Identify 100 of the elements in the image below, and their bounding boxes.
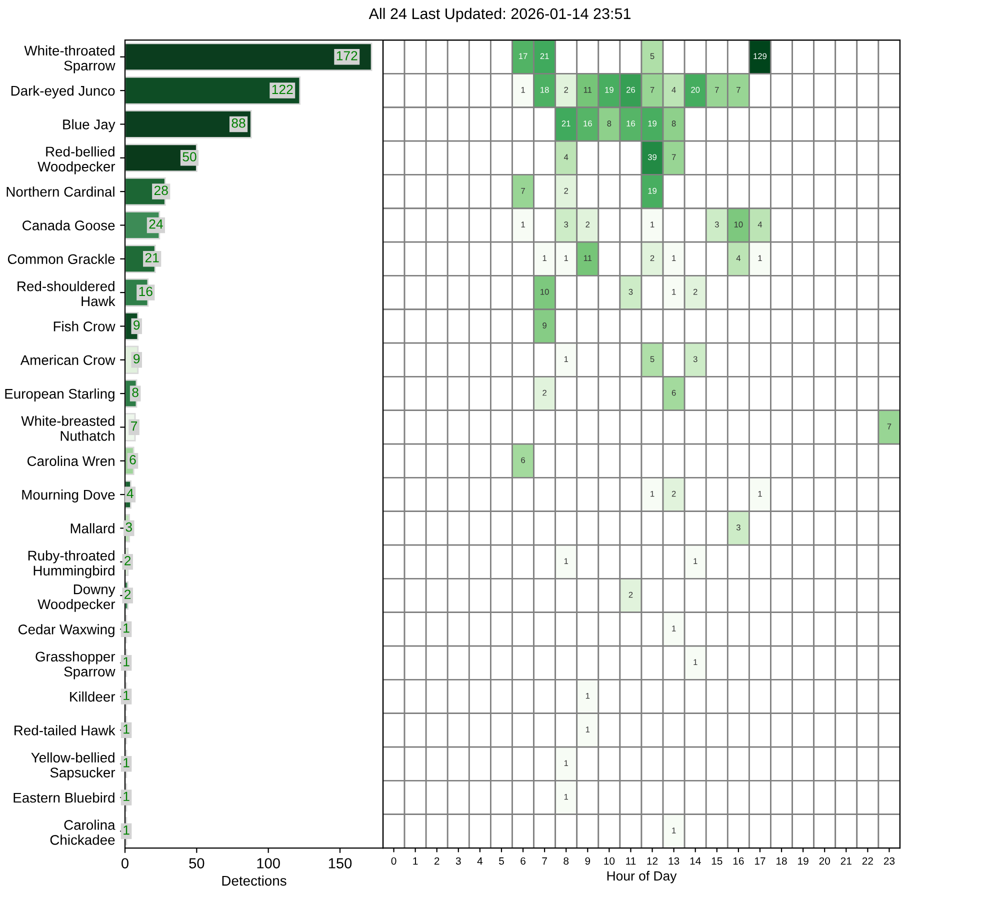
x-tick-label: 20: [819, 857, 830, 865]
data-label: 3: [714, 222, 719, 228]
data-label: 2: [693, 288, 698, 295]
data-label: 16: [584, 120, 592, 126]
data-label: 16: [626, 120, 635, 126]
data-label: 9: [542, 322, 546, 328]
data-label: 8: [607, 120, 612, 126]
data-label: 16: [139, 286, 152, 296]
data-label: 1: [124, 758, 130, 768]
x-tick-label: 15: [712, 857, 722, 865]
data-label: 8: [672, 120, 676, 126]
data-label: 39: [648, 154, 657, 160]
data-label: 4: [736, 255, 741, 262]
data-label: 7: [672, 154, 676, 160]
data-label: 19: [648, 188, 657, 194]
y-tick-label: Downy Woodpecker: [38, 584, 116, 612]
chart-title: All 24 Last Updated: 2026-01-14 23:51: [368, 8, 630, 22]
data-label: 6: [672, 390, 676, 396]
data-label: 1: [124, 826, 130, 835]
data-label: 8: [132, 388, 138, 398]
x-tick-label: 9: [585, 857, 590, 865]
data-label: 50: [182, 152, 196, 162]
x-tick-label: 17: [754, 857, 766, 865]
data-label: 1: [564, 558, 568, 564]
data-label: 24: [149, 219, 163, 229]
data-label: 1: [124, 624, 130, 633]
y-tick-label: Northern Cardinal: [6, 186, 114, 197]
data-label: 1: [758, 490, 762, 497]
y-tick-label: Cedar Waxwing: [18, 624, 114, 638]
y-tick-label: Killdeer: [70, 691, 116, 702]
data-label: 1: [650, 490, 654, 497]
data-label: 1: [672, 828, 676, 834]
data-label: 21: [562, 120, 570, 126]
data-label: 11: [584, 86, 592, 93]
x-tick-label: 1: [413, 857, 418, 865]
data-label: 1: [124, 657, 130, 666]
data-label: 1: [124, 724, 130, 734]
y-tick-label: White-breasted Nuthatch: [21, 416, 114, 441]
data-label: 7: [131, 422, 138, 431]
x-tick-label: 12: [647, 857, 658, 865]
x-axis-title: Detections: [222, 876, 286, 886]
data-label: 1: [521, 86, 525, 93]
x-tick-label: 16: [733, 857, 744, 865]
y-tick-label: Common Grackle: [8, 254, 115, 264]
x-tick-label: 23: [884, 857, 895, 865]
data-label: 129: [754, 53, 767, 60]
data-label: 2: [586, 222, 590, 228]
x-tick-label: 5: [499, 857, 504, 865]
data-label: 1: [564, 794, 568, 800]
x-tick-label: 10: [604, 857, 615, 865]
data-label: 19: [605, 86, 614, 93]
data-label: 5: [650, 53, 654, 60]
data-label: 18: [540, 86, 549, 93]
y-tick-label: Carolina Chickadee: [50, 820, 116, 845]
data-label: 2: [672, 490, 676, 497]
data-label: 2: [124, 556, 131, 566]
data-label: 1: [564, 356, 568, 362]
data-label: 7: [650, 86, 654, 93]
data-label: 28: [154, 186, 168, 196]
data-label: 5: [650, 356, 654, 362]
y-tick-label: Grasshopper Sparrow: [36, 651, 116, 680]
y-tick-label: Mourning Dove: [22, 489, 115, 502]
data-label: 6: [521, 457, 525, 464]
data-label: 1: [124, 792, 130, 801]
y-tick-label: Ruby-throated Hummingbird: [28, 550, 114, 578]
data-label: 17: [519, 53, 528, 60]
x-tick-label: 100: [257, 858, 280, 868]
data-label: 4: [564, 154, 568, 160]
data-label: 2: [650, 255, 654, 262]
data-label: 7: [736, 86, 740, 93]
y-tick-label: Eastern Bluebird: [14, 792, 114, 803]
y-tick-label: Dark-eyed Junco: [11, 86, 115, 98]
data-label: 11: [584, 255, 592, 262]
data-label: 1: [124, 690, 130, 700]
x-tick-label: 3: [456, 857, 461, 865]
data-label: 1: [650, 222, 654, 228]
data-label: 7: [887, 424, 892, 430]
data-label: 1: [564, 255, 568, 262]
y-tick-label: Blue Jay: [63, 119, 116, 132]
data-label: 1: [586, 726, 590, 732]
y-tick-label: Fish Crow: [54, 321, 116, 332]
y-tick-label: Red-bellied Woodpecker: [38, 146, 116, 174]
data-label: 3: [628, 288, 633, 295]
x-tick-label: 50: [189, 858, 204, 868]
data-label: 1: [564, 760, 568, 766]
data-label: 3: [564, 222, 568, 228]
y-tick-label: Red-tailed Hawk: [14, 725, 116, 736]
data-label: 3: [736, 524, 740, 530]
data-label: 10: [540, 288, 549, 295]
data-label: 26: [626, 86, 635, 93]
x-axis-title: Hour of Day: [607, 870, 677, 884]
x-tick-label: 8: [564, 857, 569, 865]
x-tick-label: 0: [122, 858, 128, 868]
data-label: 1: [758, 255, 762, 262]
x-tick-label: 2: [434, 857, 440, 865]
data-label: 1: [542, 255, 546, 262]
data-label: 21: [540, 53, 549, 60]
x-tick-label: 14: [690, 857, 701, 865]
x-tick-label: 21: [840, 857, 852, 865]
data-label: 3: [126, 522, 132, 532]
